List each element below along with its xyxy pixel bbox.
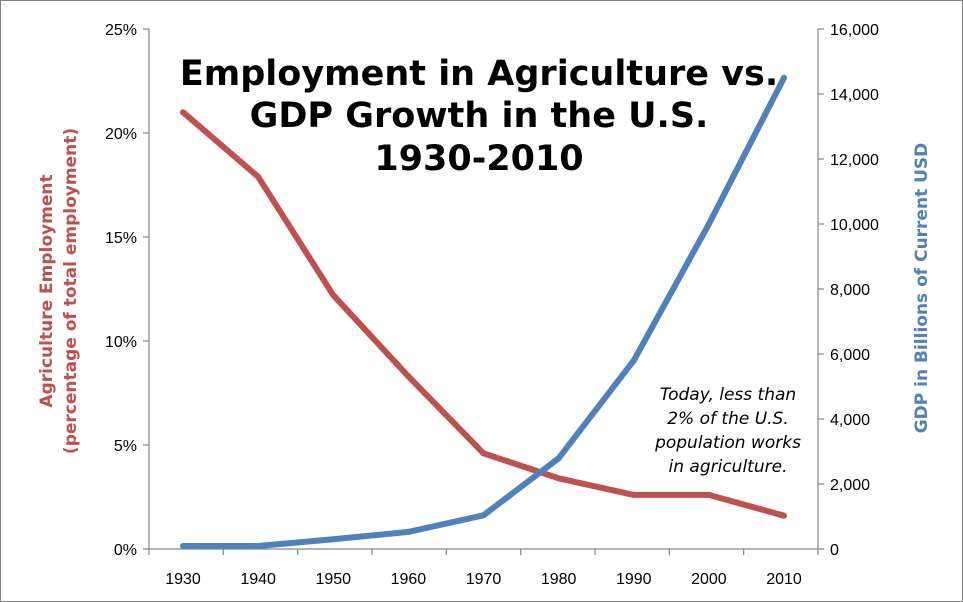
right-tick-label: 0 xyxy=(830,542,839,559)
right-tick-label: 10,000 xyxy=(830,217,879,234)
annotation-line-1: Today, less than xyxy=(660,385,796,405)
x-tick-label: 1940 xyxy=(240,571,276,588)
series-layer xyxy=(180,74,787,550)
right-axis-title: GDP in Billions of Current USD xyxy=(912,143,932,434)
annotation-line-3: population works xyxy=(654,433,801,453)
agriculture-employment-point xyxy=(405,373,412,380)
x-tick-label: 1960 xyxy=(391,571,427,588)
gdp-point xyxy=(555,455,562,462)
left-tick-label: 25% xyxy=(105,22,137,39)
gdp-point xyxy=(405,528,412,535)
right-tick-label: 4,000 xyxy=(830,412,870,429)
right-tick-label: 16,000 xyxy=(830,22,879,39)
gdp-point xyxy=(480,512,487,519)
left-tick-label: 15% xyxy=(105,230,137,247)
x-tick-label: 2000 xyxy=(691,571,727,588)
gdp-point xyxy=(255,543,262,550)
agriculture-employment-point xyxy=(255,173,262,180)
agriculture-employment-point xyxy=(480,450,487,457)
gdp-point xyxy=(630,357,637,364)
agriculture-employment-point xyxy=(555,475,562,482)
x-tick-label: 1980 xyxy=(541,571,577,588)
chart-title-line-1: Employment in Agriculture vs. xyxy=(180,54,778,94)
right-tick-label: 2,000 xyxy=(830,477,870,494)
gdp-point xyxy=(330,536,337,543)
agriculture-employment-point xyxy=(781,512,787,519)
left-axis-title-line-2: (percentage of total employment) xyxy=(61,128,81,454)
gdp-point xyxy=(705,221,712,227)
left-axis-title-line-1: Agriculture Employment xyxy=(37,174,57,407)
left-tick-label: 5% xyxy=(114,438,137,455)
right-tick-label: 14,000 xyxy=(830,87,879,104)
x-tick-label: 1970 xyxy=(466,571,502,588)
left-tick-label: 0% xyxy=(114,542,137,559)
right-tick-label: 8,000 xyxy=(830,282,870,299)
agriculture-employment-point xyxy=(705,491,712,498)
left-tick-label: 10% xyxy=(105,334,137,351)
gdp-point xyxy=(180,543,186,550)
agriculture-employment-point xyxy=(330,292,337,299)
right-tick-label: 6,000 xyxy=(830,347,870,364)
chart-title-line-3: 1930-2010 xyxy=(374,139,583,179)
left-tick-label: 20% xyxy=(105,126,137,143)
chart-title-line-2: GDP Growth in the U.S. xyxy=(250,96,709,136)
right-tick-label: 12,000 xyxy=(830,152,879,169)
annotation-line-2: 2% of the U.S. xyxy=(667,409,789,429)
left-y-ticks: 0% 5% 10% 15% 20% 25% xyxy=(105,22,149,559)
agriculture-employment-point xyxy=(180,109,186,116)
x-tick-label: 2010 xyxy=(766,571,802,588)
annotation-line-4: in agriculture. xyxy=(669,457,788,477)
agriculture-employment-point xyxy=(630,491,637,498)
right-y-ticks: 0 2,000 4,000 6,000 8,000 10,000 12,000 14,000 1… xyxy=(818,22,879,559)
x-tick-label: 1930 xyxy=(165,571,201,588)
x-tick-label: 1950 xyxy=(315,571,351,588)
x-tick-label: 1990 xyxy=(616,571,652,588)
gdp-point xyxy=(781,74,787,81)
x-ticks: 1930 1940 1950 1960 1970 1980 1990 2000 2010 xyxy=(148,549,819,588)
